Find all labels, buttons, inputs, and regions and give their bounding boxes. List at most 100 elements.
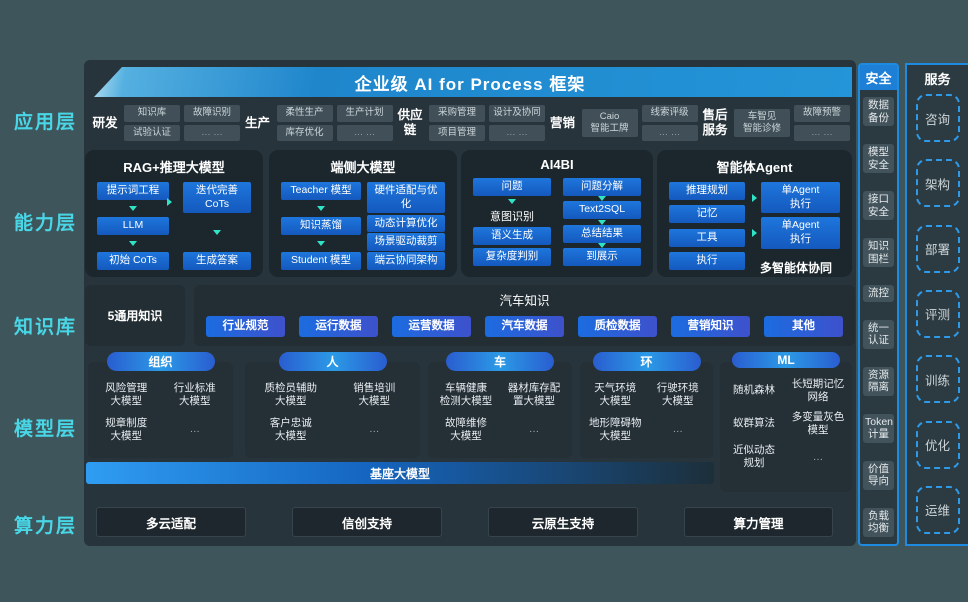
app-chip-column: 设计及协同 … … [489, 105, 545, 141]
app-chip: 设计及协同 [489, 105, 545, 122]
model-item: 车辆健康 检测大模型 [439, 382, 493, 407]
knowledge-auto-title: 汽车知识 [499, 294, 550, 308]
model-item-more: … [369, 423, 380, 436]
ai4bi-step: 总结结果 [563, 224, 641, 243]
compute-item-label: 多云适配 [145, 516, 196, 531]
model-item: 规章制度 大模型 [105, 417, 148, 442]
ai4bi-step: 语义生成 [473, 227, 551, 245]
app-chip: 车智见 智能诊修 [734, 108, 790, 138]
model-item: 蚁群算法 [733, 417, 775, 430]
app-chip-column: 故障预警 … … [794, 105, 850, 141]
app-group-after-sales: 售后服务 车智见 智能诊修 故障预警 … … [700, 105, 850, 141]
service-item-label: 训练 [924, 373, 950, 388]
model-item: 销售培训 大模型 [353, 382, 396, 407]
ai4bi-step: Text2SQL [563, 201, 641, 220]
service-item: 架构 [915, 159, 960, 208]
banner-title: 企业级 AI for Process 框架 [354, 74, 586, 94]
knowledge-chip: 运行数据 [299, 316, 378, 337]
service-item: 训练 [915, 355, 960, 404]
arrow-down-icon [317, 205, 325, 211]
edge-feature: 场景驱动裁剪 [367, 233, 445, 252]
rag-step: 生成答案 [183, 252, 251, 270]
model-group-person: 人 质检员辅助 大模型 销售培训 大模型 客户忠诚 大模型 … [245, 352, 420, 458]
model-item: 客户忠诚 大模型 [269, 417, 312, 442]
app-group-rnd: 研发 知识库 试验认证 故障识别 … … [90, 105, 240, 141]
model-item-more: … [528, 423, 540, 436]
edge-feature: 动态计算优化 [367, 214, 445, 233]
app-chip: 库存优化 [276, 124, 333, 141]
model-item-grid: 天气环境 大模型 行驶环境 大模型 地形障碍物 大模型 … [580, 362, 713, 448]
capability-box-edge-model: 端侧大模型 Teacher 模型 知识蒸馏 Student 模型 硬件适配与优化… [269, 150, 457, 277]
capability-box-body: Teacher 模型 知识蒸馏 Student 模型 硬件适配与优化 动态计算优… [269, 176, 457, 270]
app-chip: 采购管理 [429, 105, 485, 122]
agent-caption: 多智能体协同 [759, 260, 832, 275]
agent-component: 执行 [669, 252, 745, 270]
service-item-label: 评测 [924, 308, 950, 323]
compute-item-label: 算力管理 [733, 516, 784, 531]
app-group-supply-chain: 供应链 采购管理 项目管理 设计及协同 … … [395, 105, 545, 141]
knowledge-chip: 营销知识 [671, 316, 750, 337]
base-model-bar: 基座大模型 [86, 462, 714, 484]
capability-box-body: 问题 意图识别 语义生成 复杂度判别 问题分解 Text2SQL 总结结果 到展… [461, 172, 653, 266]
agent-left-column: 推理规划 记忆 工具 执行 [669, 182, 745, 270]
security-item: 数据 备份 [863, 97, 894, 127]
model-group-pill: 组织 [106, 352, 215, 371]
app-chip: 生产计划 [336, 105, 393, 122]
capability-box-agent: 智能体Agent 推理规划 记忆 工具 执行 单Agent 执行 单Agent … [657, 150, 852, 277]
ai4bi-step: 问题 [473, 178, 551, 196]
model-group-organization: 组织 风险管理 大模型 行业标准 大模型 规章制度 大模型 … [88, 352, 233, 458]
model-item: 天气环境 大模型 [594, 382, 637, 407]
app-chip: 柔性生产 [276, 105, 333, 122]
model-item-more: … [812, 450, 824, 463]
app-chip-more: … … [794, 124, 850, 141]
rag-step: 迭代完善 CoTs [183, 182, 251, 214]
app-group-label: 营销 [549, 115, 575, 130]
capability-box-rag: RAG+推理大模型 提示词工程 LLM 初始 CoTs 迭代完善 CoTs 生成… [85, 150, 263, 277]
app-group-label: 生产 [244, 115, 270, 130]
security-item: 负载 均衡 [863, 507, 894, 537]
edge-feature: 端云协同架构 [367, 252, 445, 270]
app-chip: Caio 智能工牌 [581, 108, 638, 138]
edge-left-column: Teacher 模型 知识蒸馏 Student 模型 [281, 182, 361, 270]
rag-left-column: 提示词工程 LLM 初始 CoTs [97, 182, 169, 270]
model-item: 质检员辅助 大模型 [264, 382, 318, 407]
model-group-pill: 环 [592, 352, 701, 371]
model-item-grid: 车辆健康 检测大模型 器材库存配 置大模型 故障维修 大模型 … [428, 362, 572, 448]
edge-step: Teacher 模型 [281, 182, 361, 200]
app-chip: 项目管理 [429, 124, 485, 141]
model-group-pill: 车 [446, 352, 554, 371]
edge-step: 知识蒸馏 [281, 217, 361, 235]
arrow-right-icon [752, 193, 757, 202]
service-item: 优化 [915, 420, 960, 469]
capability-box-ai4bi: AI4BI 问题 意图识别 语义生成 复杂度判别 问题分解 Text2SQL 总… [461, 150, 653, 277]
rag-step: 初始 CoTs [97, 252, 169, 270]
security-item: 价值 导向 [863, 460, 894, 490]
arrow-down-icon [598, 219, 606, 225]
model-item: 故障维修 大模型 [445, 417, 487, 442]
edge-right-column: 硬件适配与优化 动态计算优化 场景驱动裁剪 端云协同架构 [367, 182, 445, 270]
model-group-pill: 人 [278, 352, 387, 371]
capability-box-title: 智能体Agent [716, 160, 793, 175]
knowledge-general-box: 5通用知识 [85, 285, 185, 346]
edge-step: Student 模型 [281, 252, 361, 270]
app-chip: 知识库 [124, 105, 180, 122]
arrow-down-icon [598, 242, 606, 248]
knowledge-chip: 汽车数据 [485, 316, 564, 337]
security-item: 接口 安全 [863, 191, 894, 221]
app-chip-column: 车智见 智能诊修 [734, 108, 790, 138]
app-chip-column: 故障识别 … … [184, 105, 240, 141]
app-chip-more: … … [184, 124, 240, 141]
agent-component: 推理规划 [669, 182, 745, 200]
service-item-label: 运维 [924, 504, 950, 519]
knowledge-general-label: 5通用知识 [107, 309, 163, 323]
capability-box-body: 提示词工程 LLM 初始 CoTs 迭代完善 CoTs 生成答案 [85, 176, 263, 270]
ai4bi-left-column: 问题 意图识别 语义生成 复杂度判别 [473, 178, 551, 266]
security-item-list: 数据 备份 模型 安全 接口 安全 知识 围栏 流控 统一 认证 资源 隔离 T… [860, 90, 897, 544]
model-item: 风险管理 大模型 [105, 382, 148, 407]
app-group-label: 研发 [92, 115, 118, 130]
arrow-right-icon [167, 198, 172, 206]
model-group-vehicle: 车 车辆健康 检测大模型 器材库存配 置大模型 故障维修 大模型 … [428, 352, 572, 458]
layer-label-model: 模型层 [14, 419, 78, 440]
capability-box-title: AI4BI [540, 157, 574, 172]
